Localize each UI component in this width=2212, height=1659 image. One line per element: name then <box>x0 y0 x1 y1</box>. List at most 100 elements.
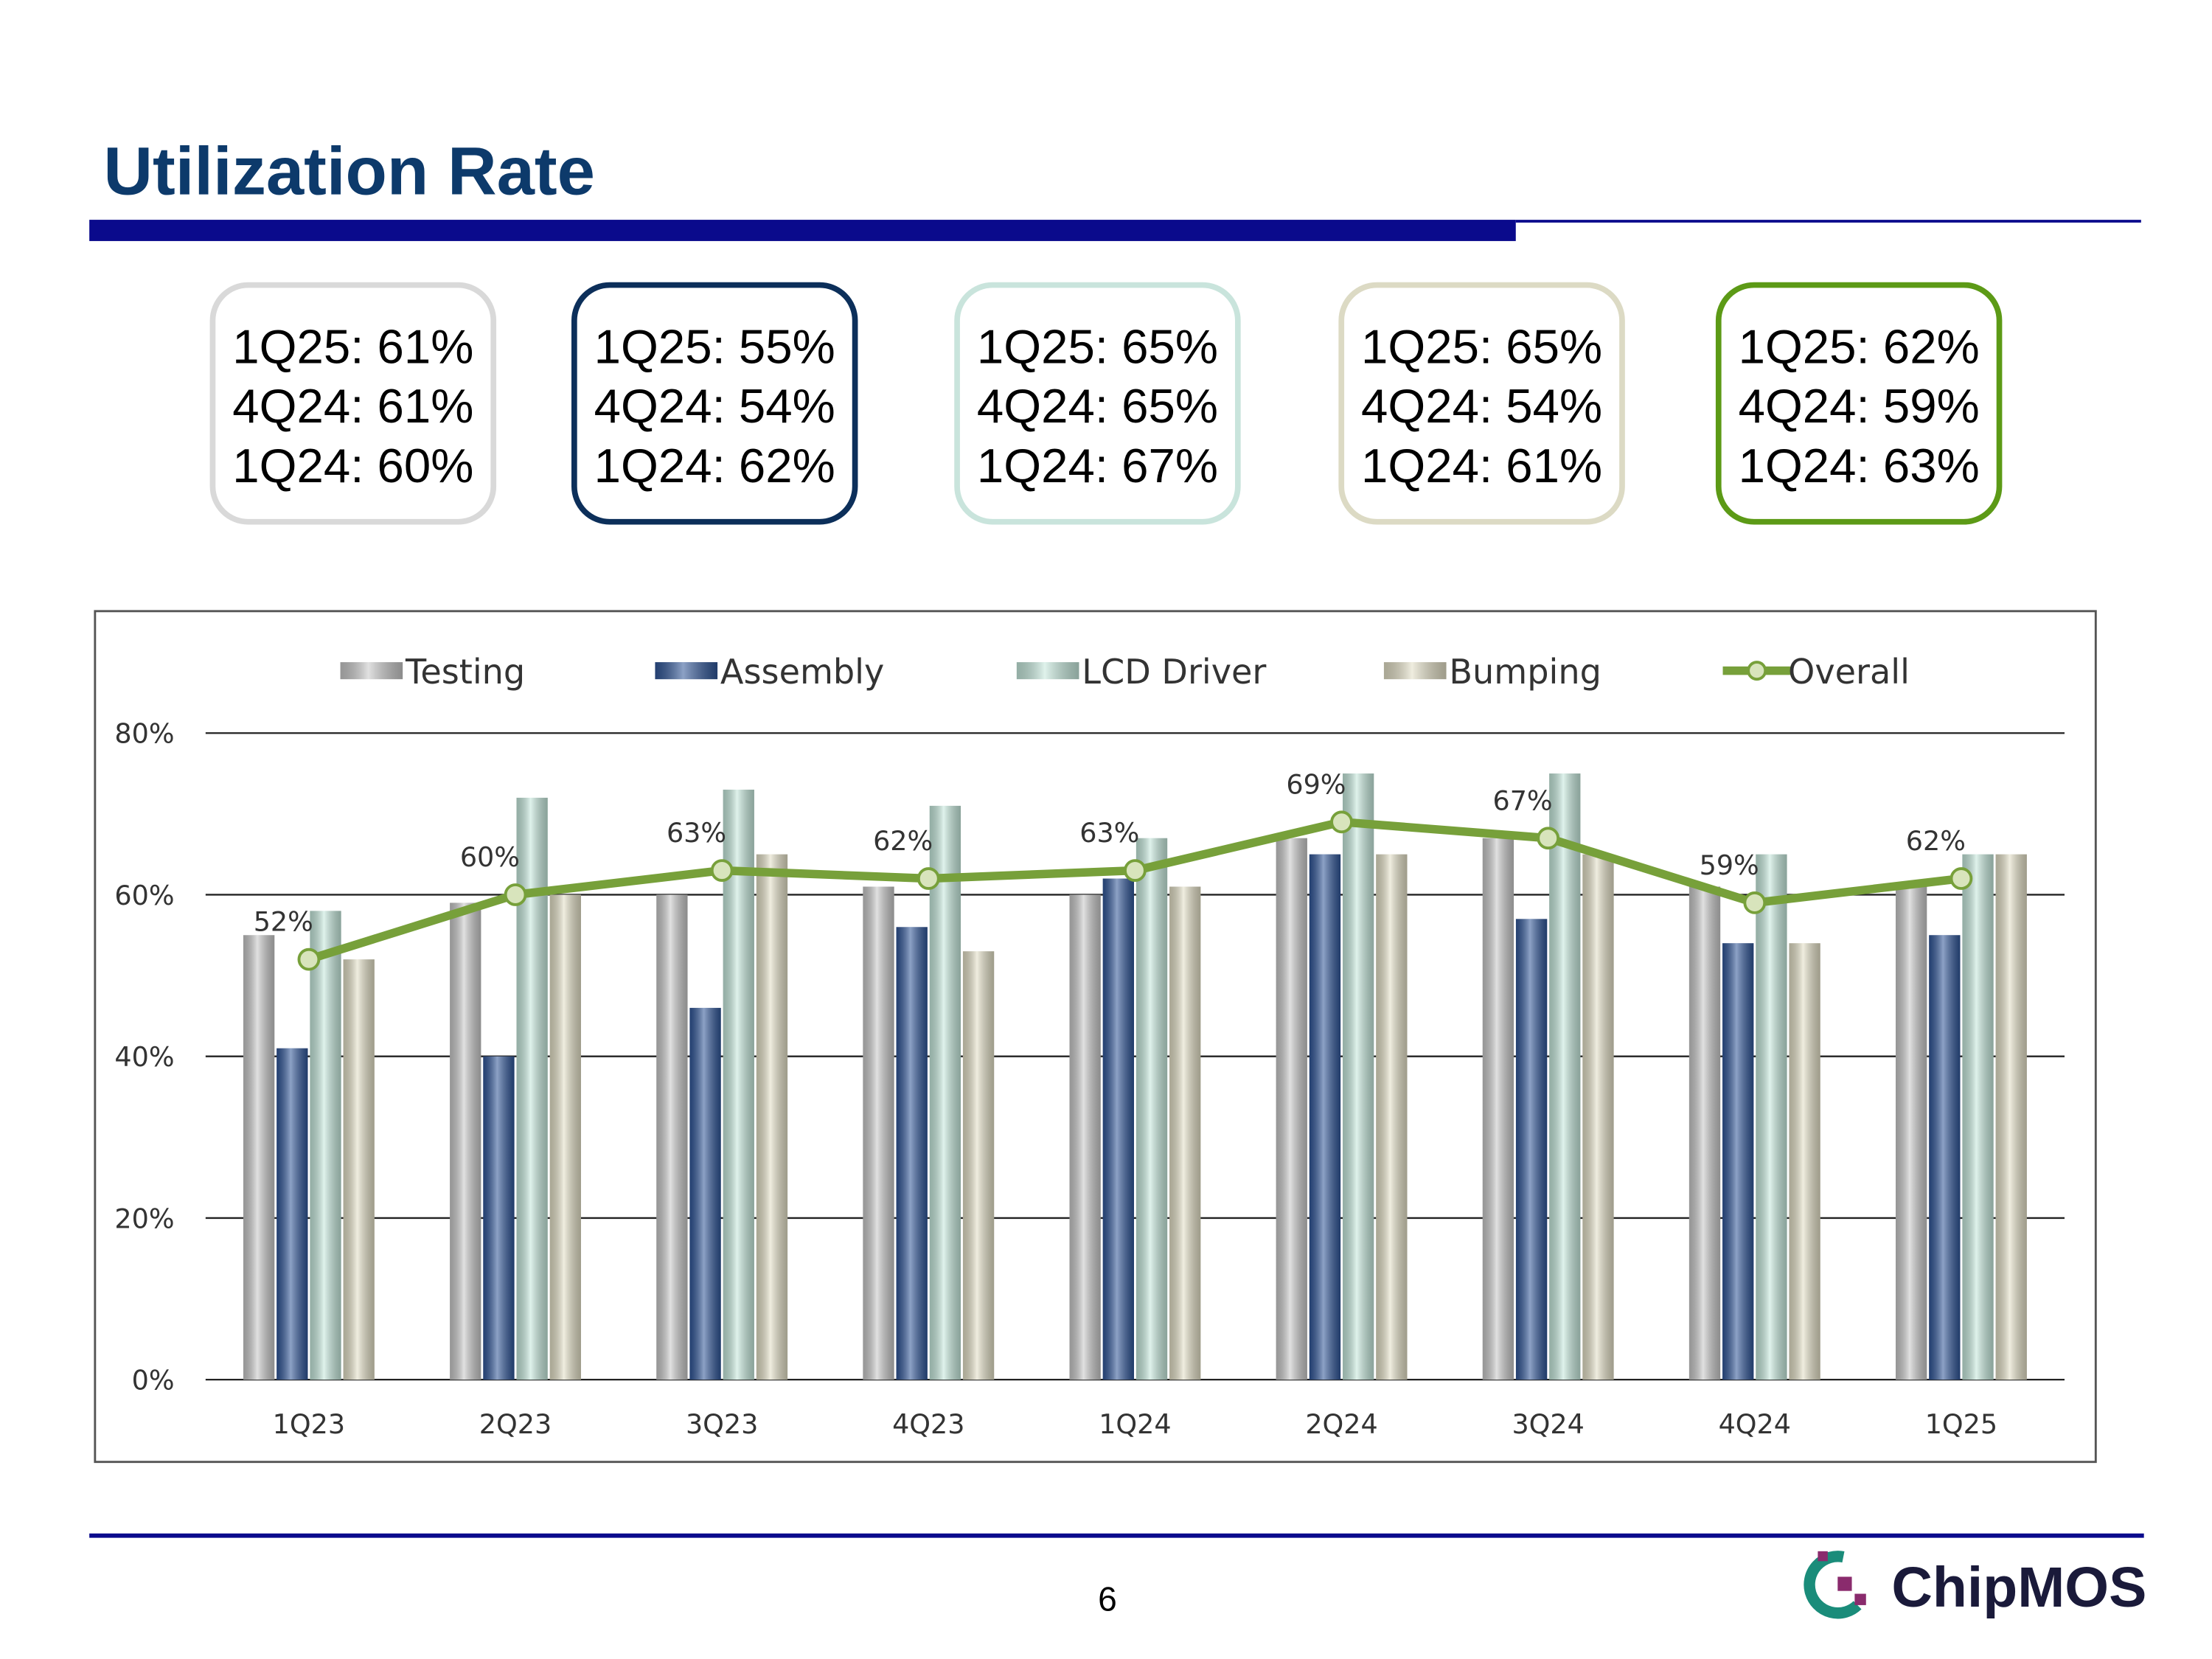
bar <box>549 894 581 1380</box>
line-point <box>1950 867 1973 890</box>
summary-boxes: 1Q25: 61% 4Q24: 61% 1Q24: 60% 1Q25: 55% 4Q24… <box>209 282 2003 525</box>
summary-box <box>954 282 1241 525</box>
logo-square <box>1854 1593 1866 1605</box>
summary-box <box>571 282 858 525</box>
x-tick-label: 1Q24 <box>1099 1408 1171 1440</box>
x-tick-label: 1Q25 <box>1925 1408 1997 1440</box>
bar <box>1549 773 1581 1380</box>
summary-line: 1Q24: 67% <box>977 439 1218 493</box>
bar <box>483 1056 515 1380</box>
line-point <box>917 867 940 890</box>
x-tick-label: 2Q24 <box>1305 1408 1377 1440</box>
bar <box>863 886 894 1380</box>
data-label: 63% <box>667 817 726 849</box>
line-point <box>504 883 527 906</box>
bar <box>929 805 961 1380</box>
summary-line: 1Q25: 65% <box>977 319 1218 373</box>
data-label: 63% <box>1079 817 1139 849</box>
x-tick-label: 3Q23 <box>686 1408 758 1440</box>
legend-label: Assembly <box>720 652 884 692</box>
summary-line: 4Q24: 61% <box>232 379 473 433</box>
line-point <box>1537 827 1560 850</box>
legend-marker <box>1747 661 1767 681</box>
y-tick-label: 80% <box>114 718 174 750</box>
summary-box <box>1338 282 1625 525</box>
legend-label: Overall <box>1788 652 1910 692</box>
summary-line: 1Q25: 65% <box>1361 319 1602 373</box>
logo-square <box>1818 1551 1828 1562</box>
summary-line: 1Q24: 63% <box>1739 439 1980 493</box>
legend-label: Bumping <box>1449 652 1601 692</box>
bar <box>1102 878 1134 1380</box>
data-label: 59% <box>1700 849 1759 881</box>
bar <box>1582 854 1614 1380</box>
x-tick-label: 3Q24 <box>1512 1408 1584 1440</box>
data-label: 62% <box>873 825 933 857</box>
logo-icon <box>1804 1551 1866 1619</box>
legend-gloss <box>655 662 718 680</box>
bar <box>896 927 928 1380</box>
legend-label: Testing <box>405 652 525 692</box>
bar <box>1789 943 1820 1380</box>
bar <box>1482 838 1514 1380</box>
bar <box>1515 919 1548 1380</box>
data-label: 60% <box>460 841 520 873</box>
legend-gloss <box>1016 662 1079 680</box>
x-tick-label: 4Q24 <box>1719 1408 1791 1440</box>
summary-line: 1Q24: 60% <box>232 439 473 493</box>
bar <box>1929 935 1961 1380</box>
logo-square <box>1837 1576 1852 1591</box>
line-point <box>1124 859 1147 882</box>
line-point <box>1330 810 1353 834</box>
bar <box>1962 854 1994 1380</box>
line-point <box>297 947 321 971</box>
data-label: 52% <box>254 906 313 938</box>
bar <box>1688 886 1721 1380</box>
data-label: 67% <box>1492 785 1552 816</box>
bar <box>1722 943 1754 1380</box>
summary-line: 1Q24: 62% <box>594 439 835 493</box>
bar <box>1069 894 1101 1380</box>
summary-line: 4Q24: 59% <box>1739 379 1980 433</box>
bar <box>756 854 788 1380</box>
bar <box>1309 854 1341 1380</box>
bar <box>243 935 275 1380</box>
x-tick-label: 4Q23 <box>892 1408 964 1440</box>
summary-box <box>1715 282 2003 525</box>
bar <box>1895 886 1927 1380</box>
summary-line: 1Q25: 55% <box>594 319 835 373</box>
bar <box>1276 838 1307 1380</box>
bar <box>1342 773 1374 1380</box>
line-point <box>710 859 734 882</box>
summary-box <box>209 282 497 525</box>
bar <box>343 959 375 1380</box>
bar <box>1169 886 1201 1380</box>
summary-line: 4Q24: 54% <box>594 379 835 433</box>
bar <box>1995 854 2027 1380</box>
line-point <box>1743 891 1767 914</box>
bar <box>1756 854 1787 1380</box>
bar <box>1376 854 1408 1380</box>
bar <box>656 894 688 1380</box>
bar <box>310 911 341 1380</box>
data-label: 62% <box>1906 825 1966 857</box>
summary-line: 1Q24: 61% <box>1361 439 1602 493</box>
y-tick-label: 60% <box>114 880 174 911</box>
title-bar <box>89 220 1516 241</box>
page-number: 6 <box>1098 1580 1117 1618</box>
summary-line: 4Q24: 54% <box>1361 379 1602 433</box>
legend-gloss <box>1383 662 1447 680</box>
y-tick-label: 40% <box>114 1041 174 1073</box>
x-tick-label: 2Q23 <box>479 1408 552 1440</box>
summary-line: 1Q25: 62% <box>1739 319 1980 373</box>
bar <box>689 1007 721 1380</box>
bar <box>450 902 481 1380</box>
summary-line: 1Q25: 61% <box>232 319 473 373</box>
y-tick-label: 0% <box>132 1365 175 1397</box>
legend-gloss <box>340 662 403 680</box>
y-tick-label: 20% <box>114 1203 174 1234</box>
legend-label: LCD Driver <box>1082 652 1266 692</box>
x-tick-label: 1Q23 <box>273 1408 345 1440</box>
